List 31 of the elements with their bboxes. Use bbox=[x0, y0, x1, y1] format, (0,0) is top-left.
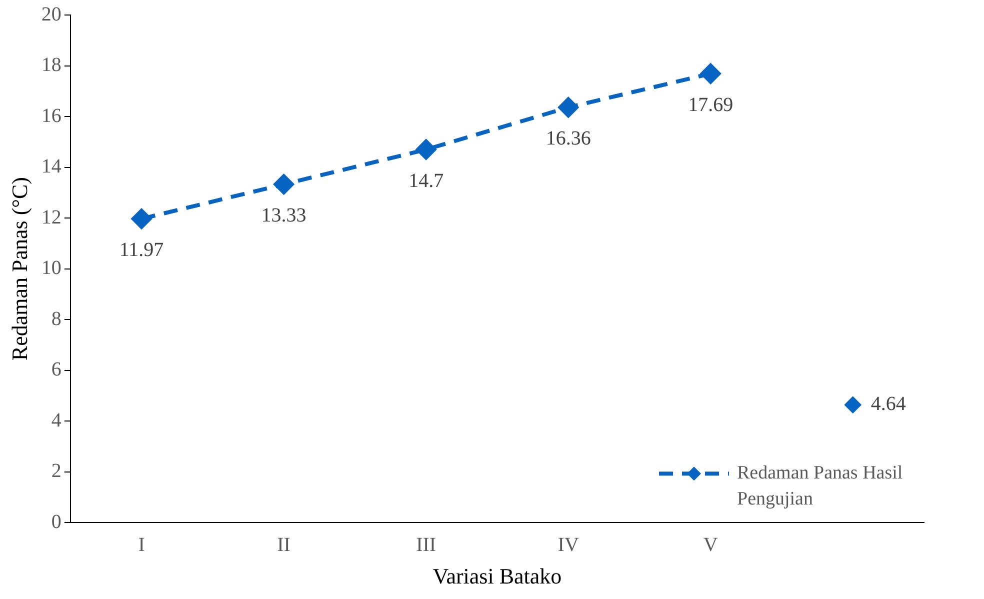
x-tick-label: IV bbox=[558, 534, 580, 556]
y-tick-label: 16 bbox=[41, 104, 62, 127]
x-tick-label: II bbox=[277, 534, 290, 556]
point bbox=[844, 396, 862, 414]
y-tick-label: 0 bbox=[51, 510, 62, 533]
y-tick-label: 10 bbox=[41, 257, 62, 280]
y-tick-label: 6 bbox=[51, 358, 62, 381]
data-label: 14.7 bbox=[408, 170, 444, 192]
x-tick-label: I bbox=[138, 534, 145, 556]
y-axis-title: Redaman Panas (°C) bbox=[6, 177, 32, 361]
data-label: 16.36 bbox=[546, 128, 591, 150]
data-label: 11.97 bbox=[119, 239, 164, 262]
x-tick-label: V bbox=[703, 534, 718, 556]
data-label: 4.64 bbox=[870, 393, 906, 416]
y-tick-label: 14 bbox=[41, 156, 62, 178]
legend-label: Redaman Panas Hasil Pengujian bbox=[737, 462, 903, 510]
data-label: 17.69 bbox=[688, 94, 734, 116]
point bbox=[558, 97, 578, 118]
point bbox=[274, 174, 294, 194]
y-tick-label: 18 bbox=[41, 54, 62, 76]
y-tick-label: 2 bbox=[51, 460, 62, 482]
point bbox=[132, 208, 152, 229]
x-tick-label: III bbox=[416, 534, 436, 556]
y-tick-label: 8 bbox=[51, 308, 62, 330]
data-label: 13.33 bbox=[261, 204, 306, 227]
y-tick-label: 12 bbox=[41, 206, 62, 228]
point bbox=[700, 64, 721, 84]
y-tick-label: 20 bbox=[41, 3, 62, 26]
x-axis-title: Variasi Batako bbox=[432, 564, 562, 589]
y-tick-label: 4 bbox=[51, 409, 62, 432]
point bbox=[416, 140, 436, 160]
